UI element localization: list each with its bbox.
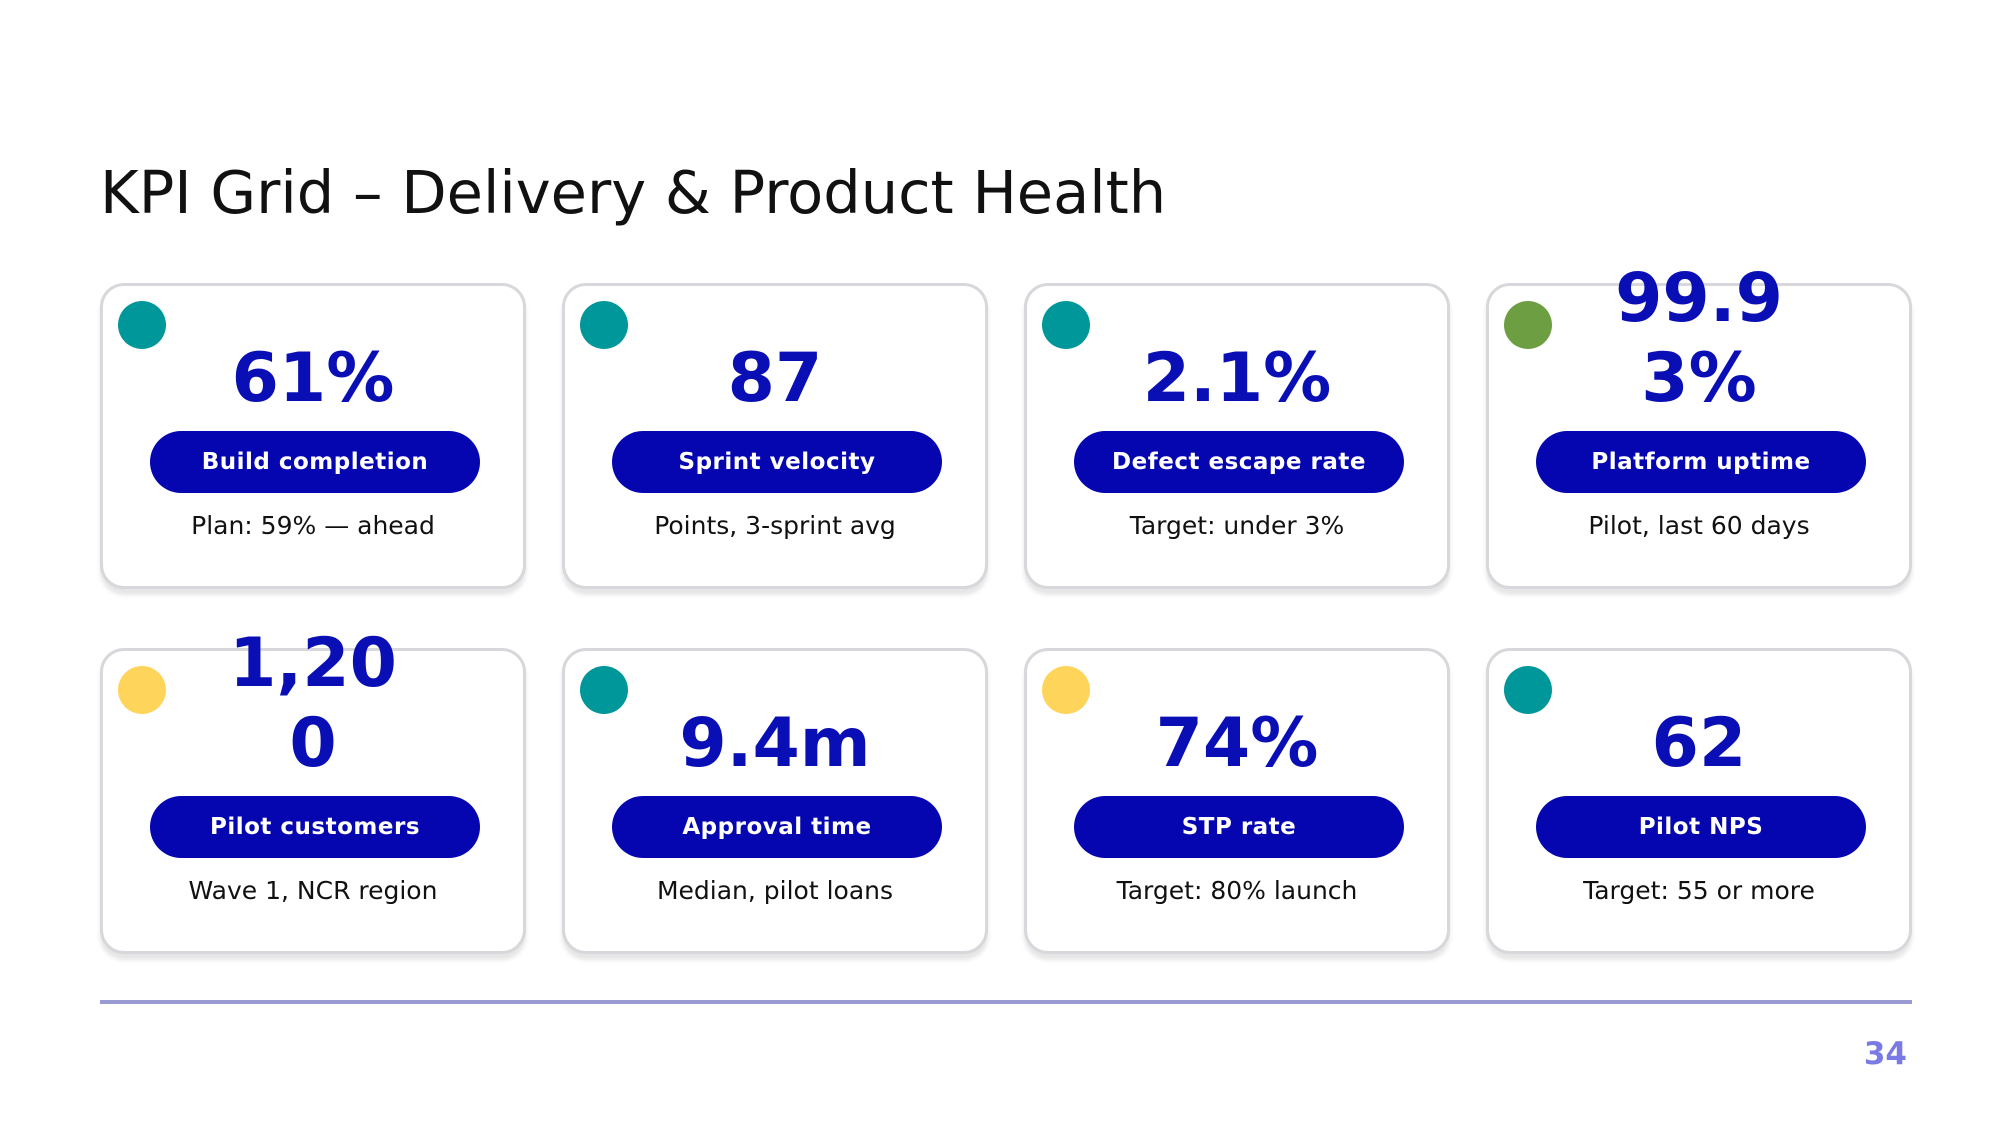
kpi-note: Median, pilot loans	[656, 876, 894, 905]
kpi-card-stp-rate: 74% STP rate Target: 80% launch	[1024, 648, 1450, 954]
status-dot	[1042, 666, 1090, 714]
kpi-card-defect-escape-rate: 2.1% Defect escape rate Target: under 3%	[1024, 283, 1450, 589]
slide-title: KPI Grid – Delivery & Product Health	[100, 157, 1167, 227]
kpi-card-pilot-nps: 62 Pilot NPS Target: 55 or more	[1486, 648, 1912, 954]
kpi-note: Target: 55 or more	[1583, 876, 1815, 905]
kpi-grid: 61% Build completion Plan: 59% — ahead 8…	[100, 259, 1912, 954]
kpi-value: 2.1%	[1142, 339, 1332, 418]
kpi-label-pill: Build completion	[150, 431, 480, 493]
status-dot	[118, 666, 166, 714]
kpi-card-approval-time: 9.4m Approval time Median, pilot loans	[562, 648, 988, 954]
kpi-label-pill: Sprint velocity	[612, 431, 942, 493]
kpi-note: Pilot, last 60 days	[1588, 511, 1810, 540]
kpi-card-build-completion: 61% Build completion Plan: 59% — ahead	[100, 283, 526, 589]
kpi-note: Points, 3-sprint avg	[654, 511, 896, 540]
kpi-value: 62	[1651, 704, 1747, 783]
kpi-note: Target: 80% launch	[1116, 876, 1358, 905]
status-dot	[580, 666, 628, 714]
page-number: 34	[1863, 1036, 1907, 1072]
kpi-card-pilot-customers: 1,200 Pilot customers Wave 1, NCR region	[100, 624, 526, 954]
status-dot	[1504, 666, 1552, 714]
kpi-label-pill: Pilot NPS	[1536, 796, 1866, 858]
kpi-label-pill: Pilot customers	[150, 796, 480, 858]
kpi-value: 74%	[1155, 704, 1319, 783]
kpi-card-sprint-velocity: 87 Sprint velocity Points, 3-sprint avg	[562, 283, 988, 589]
kpi-value: 87	[727, 339, 823, 418]
kpi-note: Wave 1, NCR region	[188, 876, 438, 905]
kpi-value: 1,200	[229, 624, 397, 783]
kpi-note: Target: under 3%	[1129, 511, 1345, 540]
kpi-value: 99.93%	[1615, 259, 1783, 418]
kpi-card-platform-uptime: 99.93% Platform uptime Pilot, last 60 da…	[1486, 259, 1912, 589]
kpi-label-pill: Approval time	[612, 796, 942, 858]
status-dot	[1042, 301, 1090, 349]
kpi-label-pill: Defect escape rate	[1074, 431, 1404, 493]
status-dot	[580, 301, 628, 349]
kpi-value: 9.4m	[679, 704, 871, 783]
kpi-label-pill: STP rate	[1074, 796, 1404, 858]
kpi-value: 61%	[231, 339, 395, 418]
footer-divider	[100, 1000, 1912, 1004]
status-dot	[118, 301, 166, 349]
status-dot	[1504, 301, 1552, 349]
kpi-label-pill: Platform uptime	[1536, 431, 1866, 493]
kpi-note: Plan: 59% — ahead	[191, 511, 435, 540]
